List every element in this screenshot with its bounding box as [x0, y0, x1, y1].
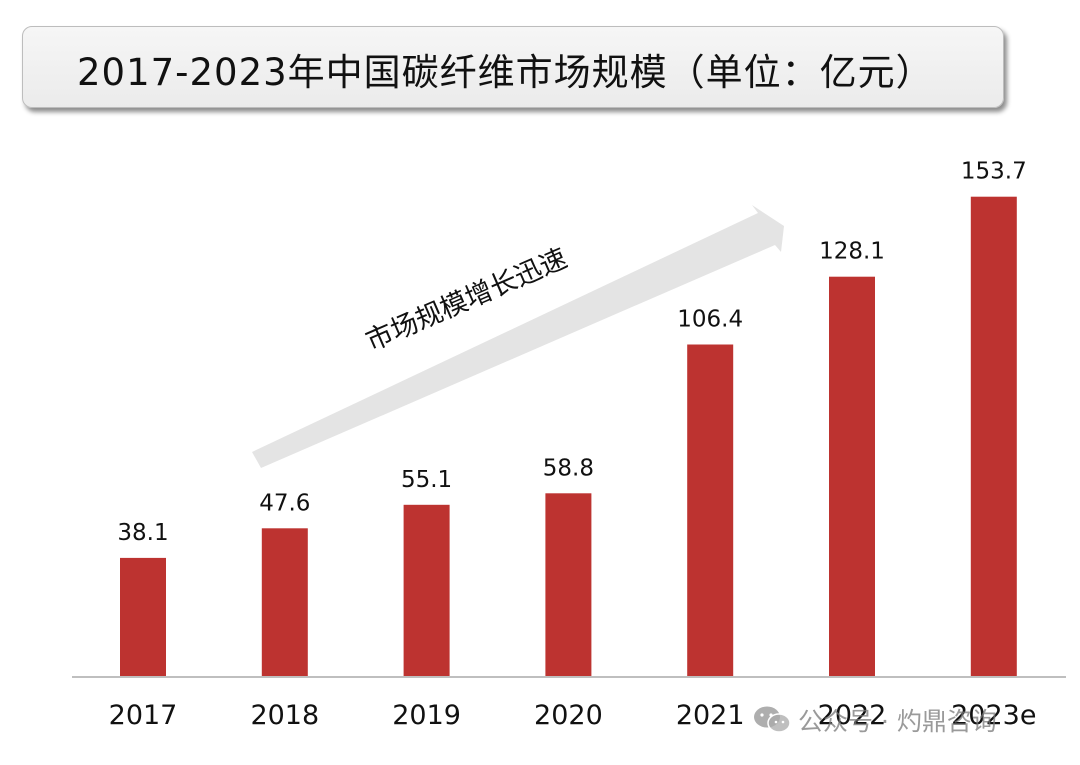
- title-banner: 2017-2023年中国碳纤维市场规模（单位：亿元）: [22, 26, 1004, 108]
- x-tick-2018: 2018: [250, 700, 319, 731]
- trend-arrow-shape: [252, 205, 784, 468]
- wechat-icon: [754, 706, 791, 733]
- value-label-2020: 58.8: [543, 455, 594, 481]
- value-label-2017: 38.1: [117, 520, 168, 546]
- x-tick-2021: 2021: [676, 700, 745, 731]
- value-labels: 38.1 47.6 55.1 58.8 106.4 128.1 153.7: [117, 159, 1026, 546]
- bar-2020: [545, 493, 592, 678]
- value-label-2023e: 153.7: [961, 159, 1027, 185]
- bar-2023e: [970, 196, 1017, 677]
- value-label-2022: 128.1: [819, 239, 885, 265]
- watermark: 公众号 · 灼鼎咨询: [752, 700, 997, 740]
- bar-2017: [120, 557, 166, 677]
- bar-2022: [829, 276, 875, 677]
- watermark-text: 公众号 · 灼鼎咨询: [798, 707, 997, 736]
- x-tick-labels: 2017 2018 2019 2020 2021 2022 2023e: [109, 700, 1037, 731]
- chart-title: 2017-2023年中国碳纤维市场规模（单位：亿元）: [77, 51, 934, 94]
- bar-2021: [687, 344, 734, 677]
- x-tick-2017: 2017: [109, 700, 178, 731]
- x-tick-2022: 2022: [818, 700, 887, 731]
- x-tick-2020: 2020: [534, 700, 603, 731]
- bars: [120, 196, 1017, 678]
- value-label-2021: 106.4: [677, 307, 743, 333]
- value-label-2019: 55.1: [401, 467, 452, 493]
- bar-2018: [261, 528, 308, 678]
- value-label-2018: 47.6: [259, 490, 310, 516]
- bar-2019: [403, 504, 450, 677]
- x-tick-2019: 2019: [392, 700, 461, 731]
- x-tick-2023e: 2023e: [951, 700, 1036, 731]
